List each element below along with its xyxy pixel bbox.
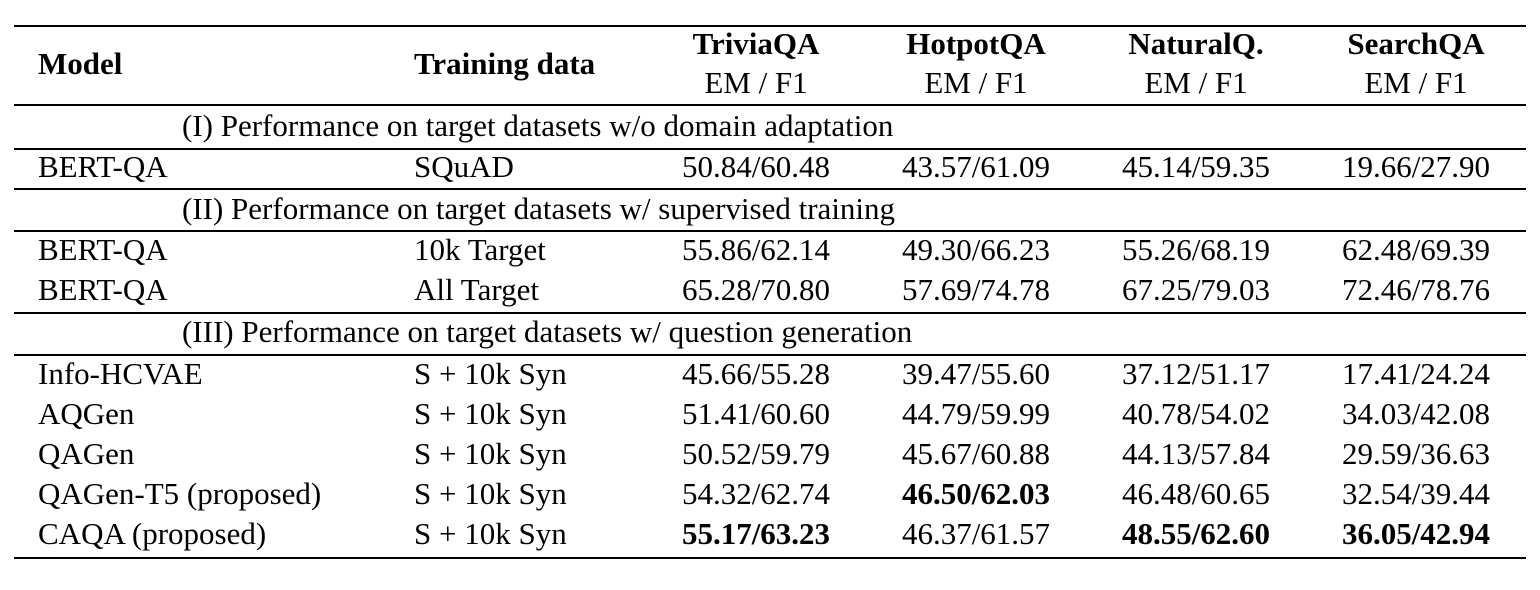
training-data-cell: 10k Target [414,232,546,267]
score-cell: 49.30/66.23 [901,232,1051,267]
section-2-top-rule [14,188,1526,190]
model-cell: BERT-QA [38,272,168,307]
score-cell: 34.03/42.08 [1341,396,1491,431]
section-3-top-rule [14,312,1526,314]
column-header-hotpotqa-metric: EM / F1 [924,65,1028,100]
section-2-rule [14,230,1526,232]
score-cell: 39.47/55.60 [901,356,1051,391]
score-cell-best: 48.55/62.60 [1121,516,1271,551]
score-cell: 19.66/27.90 [1341,149,1491,184]
training-data-cell: S + 10k Syn [414,396,567,431]
score-cell: 44.13/57.84 [1121,436,1271,471]
model-cell: AQGen [38,396,135,431]
score-cell-best: 55.17/63.23 [681,516,831,551]
training-data-cell: S + 10k Syn [414,436,567,471]
score-cell: 46.48/60.65 [1121,476,1271,511]
model-cell: BERT-QA [38,149,168,184]
column-header-triviaqa-metric: EM / F1 [704,65,808,100]
score-cell: 51.41/60.60 [681,396,831,431]
section-title: (III) Performance on target datasets w/ … [182,314,913,349]
score-cell: 50.84/60.48 [681,149,831,184]
score-cell: 72.46/78.76 [1341,272,1491,307]
score-cell-best: 36.05/42.94 [1341,516,1491,551]
column-header-hotpotqa: HotpotQA [906,26,1046,61]
score-cell: 45.14/59.35 [1121,149,1271,184]
section-1-rule [14,148,1526,150]
model-cell: Info-HCVAE [38,356,203,391]
score-cell: 54.32/62.74 [681,476,831,511]
column-header-training-data: Training data [414,46,596,81]
training-data-cell: S + 10k Syn [414,516,567,551]
score-cell: 45.66/55.28 [681,356,831,391]
model-cell: QAGen-T5 (proposed) [38,476,322,511]
score-cell: 65.28/70.80 [681,272,831,307]
score-cell: 17.41/24.24 [1341,356,1491,391]
score-cell: 44.79/59.99 [901,396,1051,431]
score-cell: 29.59/36.63 [1341,436,1491,471]
score-cell: 55.26/68.19 [1121,232,1271,267]
section-title: (I) Performance on target datasets w/o d… [182,108,894,143]
column-header-searchqa: SearchQA [1347,26,1485,61]
training-data-cell: All Target [414,272,539,307]
column-header-naturalq-metric: EM / F1 [1144,65,1248,100]
bottom-rule [14,557,1526,559]
training-data-cell: SQuAD [414,149,514,184]
model-cell: CAQA (proposed) [38,516,267,551]
score-cell: 43.57/61.09 [901,149,1051,184]
score-cell: 67.25/79.03 [1121,272,1271,307]
column-header-model: Model [38,46,123,81]
score-cell: 40.78/54.02 [1121,396,1271,431]
column-header-triviaqa: TriviaQA [692,26,820,61]
column-header-naturalq: NaturalQ. [1128,26,1264,61]
model-cell: BERT-QA [38,232,168,267]
training-data-cell: S + 10k Syn [414,476,567,511]
top-rule [14,25,1526,27]
score-cell: 46.37/61.57 [901,516,1051,551]
score-cell: 32.54/39.44 [1341,476,1491,511]
score-cell-best: 46.50/62.03 [901,476,1051,511]
score-cell: 45.67/60.88 [901,436,1051,471]
score-cell: 55.86/62.14 [681,232,831,267]
section-title: (II) Performance on target datasets w/ s… [182,191,896,226]
section-3-rule [14,354,1526,356]
score-cell: 62.48/69.39 [1341,232,1491,267]
training-data-cell: S + 10k Syn [414,356,567,391]
score-cell: 37.12/51.17 [1121,356,1271,391]
model-cell: QAGen [38,436,135,471]
score-cell: 50.52/59.79 [681,436,831,471]
header-rule [14,104,1526,106]
column-header-searchqa-metric: EM / F1 [1364,65,1468,100]
score-cell: 57.69/74.78 [901,272,1051,307]
